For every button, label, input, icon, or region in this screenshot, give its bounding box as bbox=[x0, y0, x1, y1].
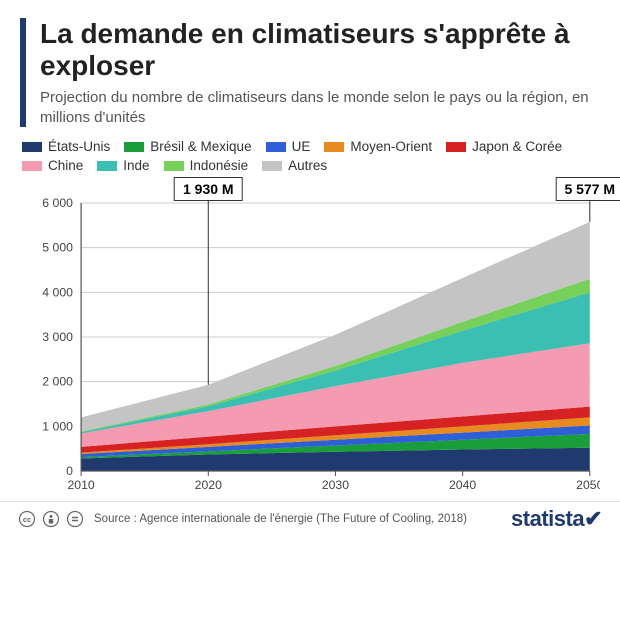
svg-text:cc: cc bbox=[23, 515, 31, 524]
page-title: La demande en climatiseurs s'apprête à e… bbox=[40, 18, 600, 82]
legend-label: Indonésie bbox=[190, 158, 249, 173]
svg-text:5 000: 5 000 bbox=[42, 241, 73, 255]
legend-item: Chine bbox=[22, 158, 83, 173]
page-subtitle: Projection du nombre de climatiseurs dan… bbox=[40, 88, 600, 127]
legend-item: Indonésie bbox=[164, 158, 249, 173]
svg-text:0: 0 bbox=[66, 464, 73, 478]
source-text: Source : Agence internationale de l'éner… bbox=[94, 513, 467, 525]
legend-label: Brésil & Mexique bbox=[150, 139, 251, 154]
legend-item: États-Unis bbox=[22, 139, 110, 154]
svg-text:2 000: 2 000 bbox=[42, 375, 73, 389]
svg-text:2050: 2050 bbox=[576, 478, 600, 492]
svg-text:3 000: 3 000 bbox=[42, 330, 73, 344]
legend-item: Brésil & Mexique bbox=[124, 139, 251, 154]
svg-text:2030: 2030 bbox=[322, 478, 349, 492]
legend-label: Moyen-Orient bbox=[350, 139, 432, 154]
legend-swatch bbox=[266, 142, 286, 152]
legend-item: UE bbox=[266, 139, 311, 154]
svg-text:4 000: 4 000 bbox=[42, 286, 73, 300]
nd-icon bbox=[66, 510, 84, 528]
callout-label: 1 930 M bbox=[174, 177, 243, 201]
by-icon bbox=[42, 510, 60, 528]
legend-swatch bbox=[164, 161, 184, 171]
legend-label: Japon & Corée bbox=[472, 139, 562, 154]
legend-swatch bbox=[124, 142, 144, 152]
legend: États-Unis Brésil & Mexique UE Moyen-Orient… bbox=[22, 139, 600, 173]
callout-label: 5 577 M bbox=[555, 177, 620, 201]
legend-swatch bbox=[446, 142, 466, 152]
legend-label: Autres bbox=[288, 158, 327, 173]
svg-text:2010: 2010 bbox=[67, 478, 94, 492]
cc-icon: cc bbox=[18, 510, 36, 528]
legend-label: UE bbox=[292, 139, 311, 154]
legend-swatch bbox=[97, 161, 117, 171]
legend-swatch bbox=[22, 161, 42, 171]
legend-item: Inde bbox=[97, 158, 149, 173]
legend-swatch bbox=[262, 161, 282, 171]
legend-label: États-Unis bbox=[48, 139, 110, 154]
svg-text:2020: 2020 bbox=[195, 478, 222, 492]
svg-text:2040: 2040 bbox=[449, 478, 476, 492]
legend-item: Autres bbox=[262, 158, 327, 173]
area-chart: 0 1 000 2 000 3 000 4 000 5 000 6 000 2010 2020 2… bbox=[28, 179, 600, 499]
legend-item: Japon & Corée bbox=[446, 139, 562, 154]
license-icons: cc bbox=[18, 510, 84, 528]
legend-swatch bbox=[22, 142, 42, 152]
legend-swatch bbox=[324, 142, 344, 152]
svg-text:1 000: 1 000 bbox=[42, 420, 73, 434]
svg-text:6 000: 6 000 bbox=[42, 196, 73, 210]
legend-label: Chine bbox=[48, 158, 83, 173]
legend-label: Inde bbox=[123, 158, 149, 173]
statista-logo: statista✔ bbox=[511, 506, 602, 532]
legend-item: Moyen-Orient bbox=[324, 139, 432, 154]
